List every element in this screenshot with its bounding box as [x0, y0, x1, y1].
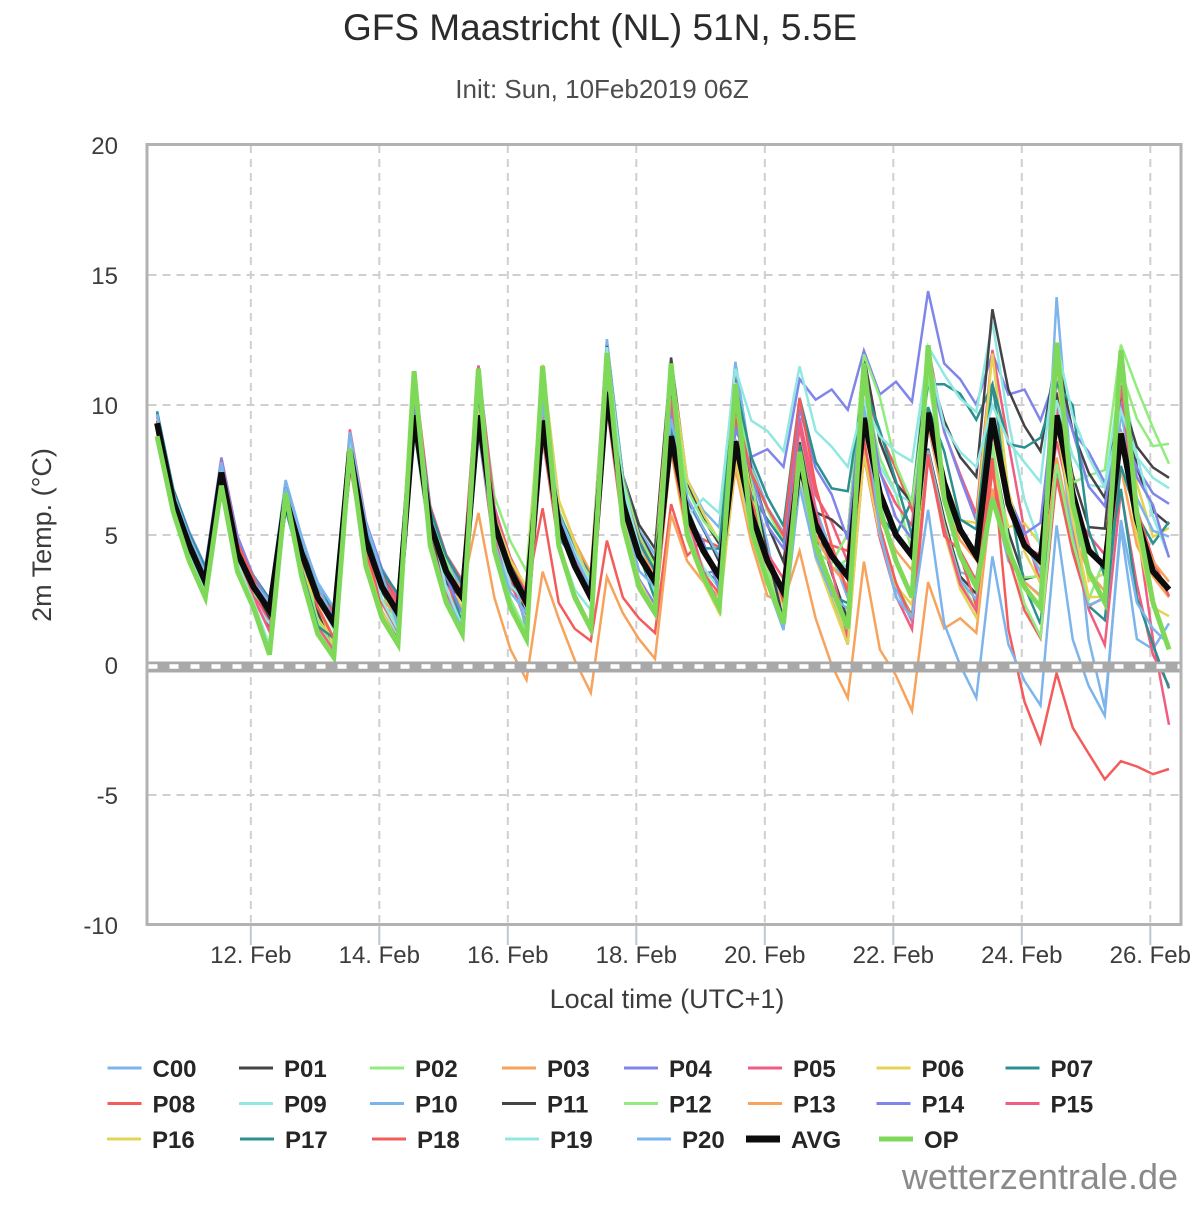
svg-text:15: 15 — [91, 263, 118, 290]
svg-text:AVG: AVG — [791, 1127, 841, 1154]
svg-text:P15: P15 — [1051, 1092, 1094, 1119]
svg-text:-10: -10 — [83, 913, 118, 940]
svg-text:0: 0 — [105, 653, 118, 680]
svg-text:24. Feb: 24. Feb — [981, 942, 1062, 969]
svg-text:P08: P08 — [153, 1092, 196, 1119]
svg-text:P20: P20 — [682, 1127, 725, 1154]
svg-text:12. Feb: 12. Feb — [210, 942, 291, 969]
svg-text:Init: Sun, 10Feb2019 06Z: Init: Sun, 10Feb2019 06Z — [455, 74, 749, 104]
svg-text:P06: P06 — [922, 1056, 965, 1083]
svg-text:P02: P02 — [415, 1056, 458, 1083]
svg-text:P10: P10 — [415, 1092, 458, 1119]
svg-text:26. Feb: 26. Feb — [1110, 942, 1191, 969]
svg-text:22. Feb: 22. Feb — [853, 942, 934, 969]
svg-text:Local time (UTC+1): Local time (UTC+1) — [550, 984, 785, 1014]
svg-text:P13: P13 — [793, 1092, 836, 1119]
svg-text:14. Feb: 14. Feb — [339, 942, 420, 969]
svg-text:-5: -5 — [97, 783, 118, 810]
svg-text:P18: P18 — [417, 1127, 460, 1154]
svg-text:GFS Maastricht (NL) 51N, 5.5E: GFS Maastricht (NL) 51N, 5.5E — [343, 7, 857, 48]
svg-text:P05: P05 — [793, 1056, 836, 1083]
svg-text:OP: OP — [924, 1127, 959, 1154]
svg-text:P17: P17 — [285, 1127, 328, 1154]
svg-text:20: 20 — [91, 133, 118, 160]
svg-text:wetterzentrale.de: wetterzentrale.de — [901, 1156, 1178, 1197]
svg-text:P09: P09 — [284, 1092, 327, 1119]
svg-text:P16: P16 — [152, 1127, 195, 1154]
svg-text:P11: P11 — [547, 1092, 588, 1119]
svg-text:P14: P14 — [922, 1092, 965, 1119]
svg-text:C00: C00 — [153, 1056, 197, 1083]
svg-text:P12: P12 — [669, 1092, 712, 1119]
svg-text:20. Feb: 20. Feb — [724, 942, 805, 969]
svg-text:18. Feb: 18. Feb — [596, 942, 677, 969]
svg-text:P03: P03 — [547, 1056, 590, 1083]
svg-text:16. Feb: 16. Feb — [467, 942, 548, 969]
svg-text:P04: P04 — [669, 1056, 712, 1083]
svg-text:5: 5 — [105, 523, 118, 550]
svg-text:P01: P01 — [284, 1056, 327, 1083]
svg-text:P19: P19 — [550, 1127, 593, 1154]
svg-text:10: 10 — [91, 393, 118, 420]
svg-text:2m Temp. (°C): 2m Temp. (°C) — [27, 448, 57, 622]
svg-text:P07: P07 — [1051, 1056, 1094, 1083]
